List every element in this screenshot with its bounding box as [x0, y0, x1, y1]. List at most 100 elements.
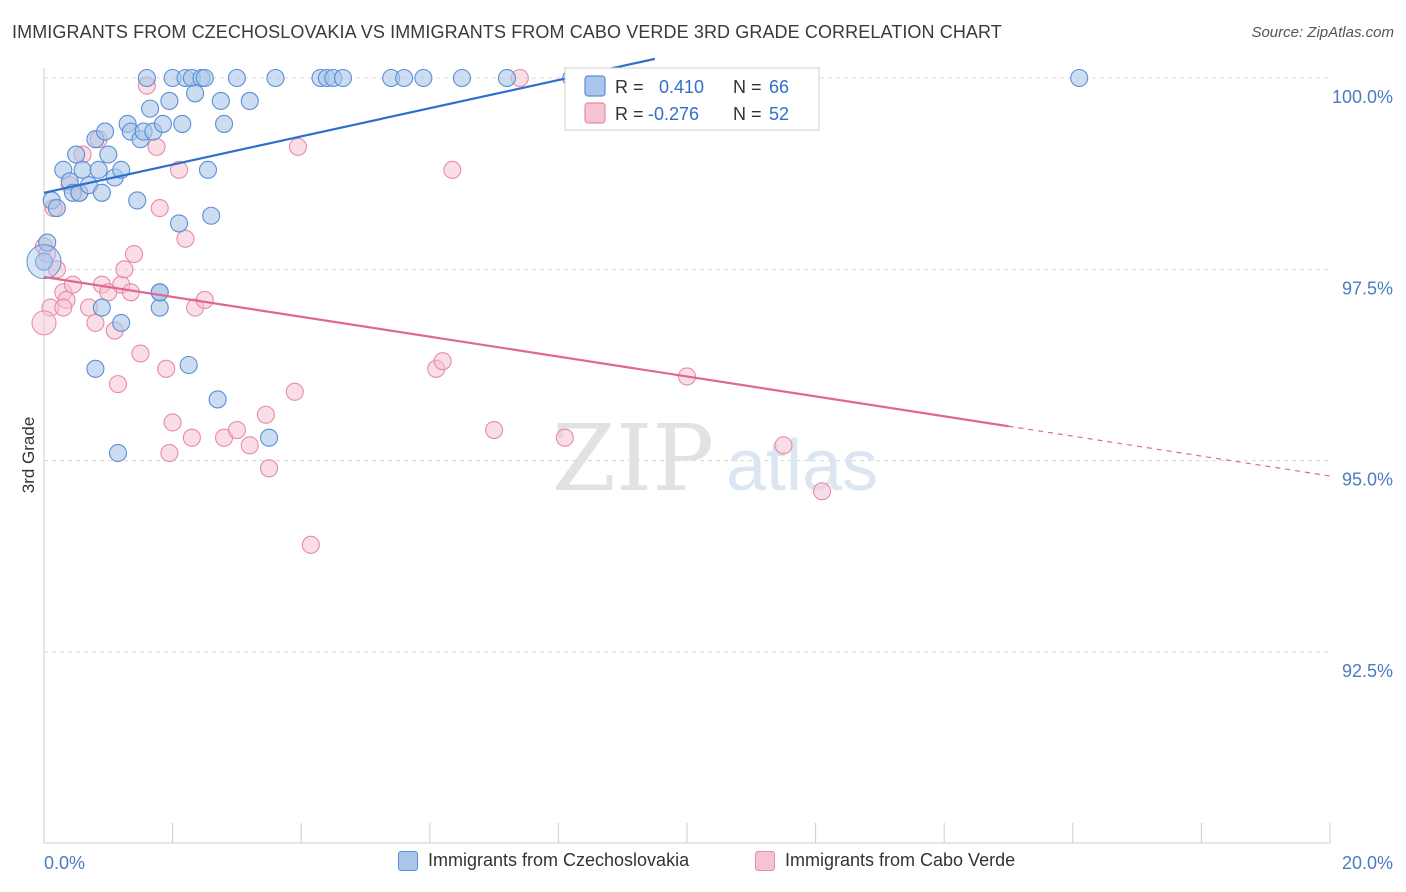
data-point-czechoslovakia	[211, 91, 230, 111]
data-point-czechoslovakia	[202, 206, 221, 225]
y-tick-label: 100.0%	[1332, 87, 1393, 107]
legend-item-cabo-verde[interactable]: Immigrants from Cabo Verde	[755, 850, 1015, 871]
trend-lines	[43, 57, 1331, 477]
x-tick-label-max: 20.0%	[1342, 853, 1393, 873]
data-point-czechoslovakia	[108, 443, 127, 463]
data-point-cabo-verde	[54, 298, 73, 317]
data-point-czechoslovakia	[452, 68, 472, 88]
data-point-cabo-verde	[160, 443, 179, 463]
legend-n-label-2: N =	[733, 104, 762, 124]
legend-swatch-czechoslovakia	[398, 850, 418, 871]
data-point-czechoslovakia	[333, 68, 353, 88]
data-point-czechoslovakia	[47, 199, 66, 218]
data-point-cabo-verde	[86, 313, 105, 332]
y-tick-label: 95.0%	[1342, 470, 1393, 490]
data-point-czechoslovakia	[186, 84, 205, 103]
data-point-cabo-verde	[163, 413, 182, 432]
trend-line-cabo-verde	[43, 275, 1009, 428]
data-point-cabo-verde	[259, 459, 279, 478]
data-point-cabo-verde	[555, 428, 574, 447]
data-point-czechoslovakia	[259, 428, 279, 447]
data-point-cabo-verde	[157, 359, 176, 378]
data-point-cabo-verde	[285, 382, 304, 401]
legend-item-czechoslovakia[interactable]: Immigrants from Czechoslovakia	[398, 850, 689, 871]
correlation-legend: R = 0.410 N = 66 R = -0.276 N = 52	[564, 67, 820, 131]
chart-source: Source: ZipAtlas.com	[1251, 24, 1394, 41]
legend-swatch-cabo-verde	[755, 850, 775, 871]
data-point-czechoslovakia	[86, 359, 105, 378]
legend-frame	[564, 67, 820, 131]
data-point-cabo-verde	[147, 137, 166, 156]
trend-line-czechoslovakia	[43, 57, 656, 194]
watermark: ZIP atlas	[552, 405, 878, 512]
data-point-cabo-verde	[433, 352, 452, 371]
data-point-czechoslovakia	[395, 68, 414, 88]
data-point-czechoslovakia	[208, 390, 227, 409]
data-point-czechoslovakia	[137, 68, 156, 88]
axis-layer: 92.5% 95.0% 97.5% 100.0% 0.0% 20.0%	[43, 68, 1393, 873]
data-point-czechoslovakia	[160, 91, 179, 111]
data-point-czechoslovakia	[92, 183, 111, 202]
data-point-cabo-verde	[301, 535, 320, 554]
data-point-czechoslovakia	[96, 122, 115, 141]
data-point-czechoslovakia	[112, 313, 131, 332]
legend-label-cabo-verde: Immigrants from Cabo Verde	[785, 850, 1016, 870]
legend-swatch-pink	[584, 102, 606, 124]
legend-n-label-1: N =	[733, 77, 762, 97]
watermark-atlas: atlas	[726, 426, 878, 506]
data-point-cabo-verde	[774, 436, 793, 455]
data-point-czechoslovakia	[497, 68, 517, 88]
legend-n-value-2: 52	[769, 104, 789, 124]
data-point-czechoslovakia	[99, 145, 118, 164]
data-point-cabo-verde	[443, 160, 462, 179]
data-point-cabo-verde	[63, 275, 82, 294]
chart-title: IMMIGRANTS FROM CZECHOSLOVAKIA VS IMMIGR…	[12, 22, 1002, 42]
data-point-czechoslovakia	[141, 99, 160, 118]
data-point-czechoslovakia	[153, 114, 173, 133]
legend-r-value-1: 0.410	[659, 77, 704, 97]
legend-r-label-2: R =	[615, 104, 644, 124]
data-point-czechoslovakia	[198, 160, 218, 179]
data-point-czechoslovakia	[92, 298, 111, 317]
data-point-cabo-verde	[176, 229, 195, 248]
grid-layer	[44, 77, 1330, 653]
data-point-czechoslovakia	[1070, 68, 1089, 88]
data-point-czechoslovakia	[214, 114, 234, 133]
data-point-cabo-verde	[240, 436, 259, 455]
data-point-cabo-verde	[256, 405, 275, 424]
legend-label-czechoslovakia: Immigrants from Czechoslovakia	[428, 850, 690, 870]
trend-line-cabo-verde-extrapolated	[1008, 425, 1331, 477]
data-point-czechoslovakia	[266, 68, 285, 88]
data-point-czechoslovakia	[128, 191, 147, 210]
data-point-czechoslovakia	[240, 91, 259, 111]
data-point-czechoslovakia	[34, 252, 54, 271]
data-point-czechoslovakia	[150, 298, 169, 317]
data-point-cabo-verde	[227, 421, 246, 440]
data-point-czechoslovakia	[73, 160, 92, 179]
legend-r-value-2: -0.276	[648, 104, 699, 124]
data-point-cabo-verde	[124, 244, 144, 264]
data-point-czechoslovakia	[414, 68, 433, 88]
data-point-czechoslovakia	[173, 114, 192, 133]
data-point-cabo-verde	[169, 160, 189, 179]
data-point-czechoslovakia	[89, 160, 108, 179]
data-point-czechoslovakia	[195, 68, 214, 88]
y-axis-label: 3rd Grade	[19, 417, 38, 494]
data-point-czechoslovakia	[179, 355, 198, 375]
data-point-czechoslovakia	[150, 283, 169, 302]
watermark-zip: ZIP	[552, 405, 714, 512]
data-point-cabo-verde	[108, 375, 127, 394]
data-point-cabo-verde	[288, 137, 308, 156]
y-tick-label: 97.5%	[1342, 278, 1393, 298]
legend-swatch-blue	[584, 75, 606, 97]
data-point-cabo-verde	[150, 199, 169, 218]
czechoslovakia-points	[26, 68, 1089, 463]
data-point-czechoslovakia-large	[26, 244, 62, 280]
data-point-cabo-verde	[115, 260, 134, 279]
data-point-cabo-verde	[182, 428, 201, 447]
data-point-cabo-verde-large	[31, 310, 57, 336]
x-tick-label-min: 0.0%	[44, 853, 85, 873]
data-point-czechoslovakia	[67, 145, 86, 164]
data-point-czechoslovakia	[227, 68, 246, 88]
